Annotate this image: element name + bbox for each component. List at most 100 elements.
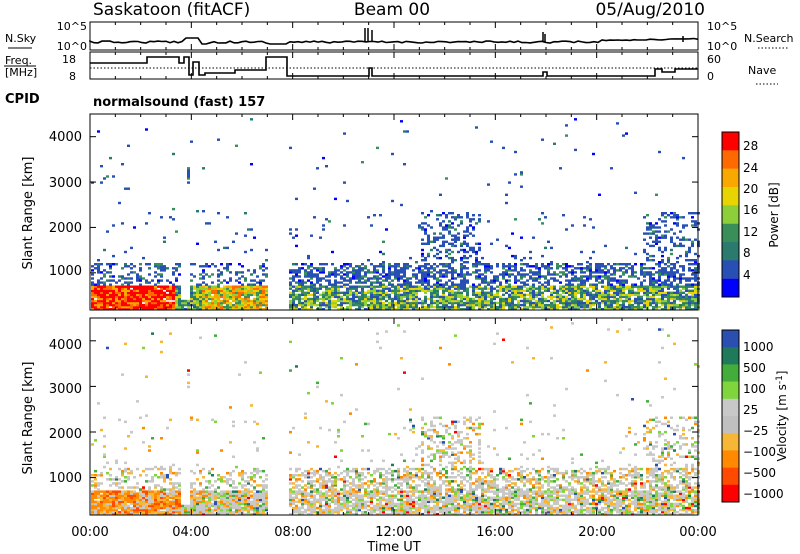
- heatmap-cell: [598, 291, 601, 294]
- heatmap-cell: [610, 277, 613, 280]
- heatmap-cell: [433, 283, 436, 286]
- heatmap-cell: [328, 301, 331, 305]
- heatmap-cell: [427, 297, 430, 301]
- heatmap-cell: [349, 293, 352, 297]
- heatmap-cell: [409, 291, 412, 294]
- heatmap-cell: [493, 308, 496, 311]
- heatmap-cell: [337, 269, 340, 272]
- heatmap-cell: [565, 291, 568, 294]
- heatmap-cell: [508, 273, 511, 276]
- heatmap-cell: [343, 478, 346, 481]
- heatmap-cell: [433, 254, 436, 258]
- heatmap-cell: [589, 305, 592, 309]
- heatmap-cell: [142, 492, 145, 495]
- heatmap-cell: [529, 297, 532, 301]
- heatmap-cell: [118, 496, 121, 499]
- heatmap-cell: [316, 269, 319, 272]
- heatmap-cell: [595, 289, 598, 292]
- heatmap-cell: [685, 301, 688, 305]
- heatmap-cell: [484, 291, 487, 294]
- heatmap-cell: [568, 301, 571, 305]
- heatmap-cell: [406, 299, 409, 303]
- power-ytick-3000: 3000: [49, 176, 82, 191]
- heatmap-cell: [193, 275, 196, 278]
- heatmap-cell: [175, 303, 178, 307]
- heatmap-cell: [124, 250, 127, 254]
- heatmap-cell: [208, 500, 211, 504]
- heatmap-cell: [601, 297, 604, 301]
- heatmap-cell: [334, 301, 337, 305]
- heatmap-cell: [232, 295, 235, 299]
- heatmap-cell: [298, 287, 301, 290]
- heatmap-cell: [163, 305, 166, 309]
- heatmap-cell: [328, 299, 331, 303]
- heatmap-cell: [112, 295, 115, 299]
- heatmap-cell: [463, 283, 466, 286]
- heatmap-cell: [625, 265, 628, 268]
- heatmap-cell: [385, 293, 388, 297]
- heatmap-cell: [574, 275, 577, 278]
- heatmap-cell: [250, 285, 253, 288]
- heatmap-cell: [442, 291, 445, 294]
- heatmap-cell: [103, 287, 106, 290]
- heatmap-cell: [229, 301, 232, 305]
- heatmap-cell: [427, 263, 430, 266]
- heatmap-cell: [154, 305, 157, 309]
- heatmap-cell: [334, 508, 337, 512]
- heatmap-cell: [361, 301, 364, 305]
- heatmap-cell: [445, 226, 448, 229]
- heatmap-cell: [319, 502, 322, 506]
- heatmap-cell: [694, 238, 697, 241]
- heatmap-cell: [418, 301, 421, 305]
- heatmap-cell: [112, 510, 115, 514]
- heatmap-cell: [160, 500, 163, 504]
- heatmap-cell: [691, 216, 694, 219]
- heatmap-cell: [658, 299, 661, 303]
- heatmap-cell: [634, 252, 637, 256]
- heatmap-cell: [583, 297, 586, 301]
- heatmap-cell: [202, 291, 205, 294]
- heatmap-cell: [211, 303, 214, 307]
- heatmap-cell: [343, 498, 346, 502]
- heatmap-cell: [403, 267, 406, 270]
- heatmap-cell: [223, 267, 226, 270]
- heatmap-cell: [133, 498, 136, 502]
- heatmap-cell: [472, 218, 475, 221]
- heatmap-cell: [457, 250, 460, 254]
- heatmap-cell: [220, 498, 223, 502]
- heatmap-cell: [448, 279, 451, 282]
- heatmap-cell: [178, 297, 181, 301]
- heatmap-cell: [145, 506, 148, 510]
- heatmap-cell: [160, 297, 163, 301]
- heatmap-cell: [466, 256, 469, 260]
- heatmap-cell: [589, 297, 592, 301]
- heatmap-cell: [298, 508, 301, 512]
- heatmap-cell: [511, 232, 514, 235]
- heatmap-cell: [571, 293, 574, 297]
- heatmap-cell: [538, 303, 541, 307]
- heatmap-cell: [148, 506, 151, 510]
- heatmap-cell: [313, 508, 316, 512]
- heatmap-cell: [250, 502, 253, 506]
- heatmap-cell: [568, 297, 571, 301]
- heatmap-cell: [259, 308, 262, 311]
- heatmap-cell: [463, 267, 466, 270]
- heatmap-cell: [346, 275, 349, 278]
- heatmap-cell: [601, 281, 604, 284]
- heatmap-cell: [178, 295, 181, 299]
- heatmap-cell: [685, 287, 688, 290]
- heatmap-cell: [436, 299, 439, 303]
- heatmap-cell: [97, 494, 100, 497]
- heatmap-cell: [319, 305, 322, 309]
- heatmap-cell: [424, 291, 427, 294]
- heatmap-cell: [661, 273, 664, 276]
- heatmap-cell: [571, 291, 574, 294]
- heatmap-cell: [610, 295, 613, 299]
- heatmap-cell: [457, 293, 460, 297]
- heatmap-cell: [388, 269, 391, 272]
- heatmap-cell: [574, 279, 577, 282]
- heatmap-cell: [199, 508, 202, 512]
- heatmap-cell: [202, 285, 205, 288]
- heatmap-cell: [355, 408, 358, 411]
- heatmap-cell: [328, 287, 331, 290]
